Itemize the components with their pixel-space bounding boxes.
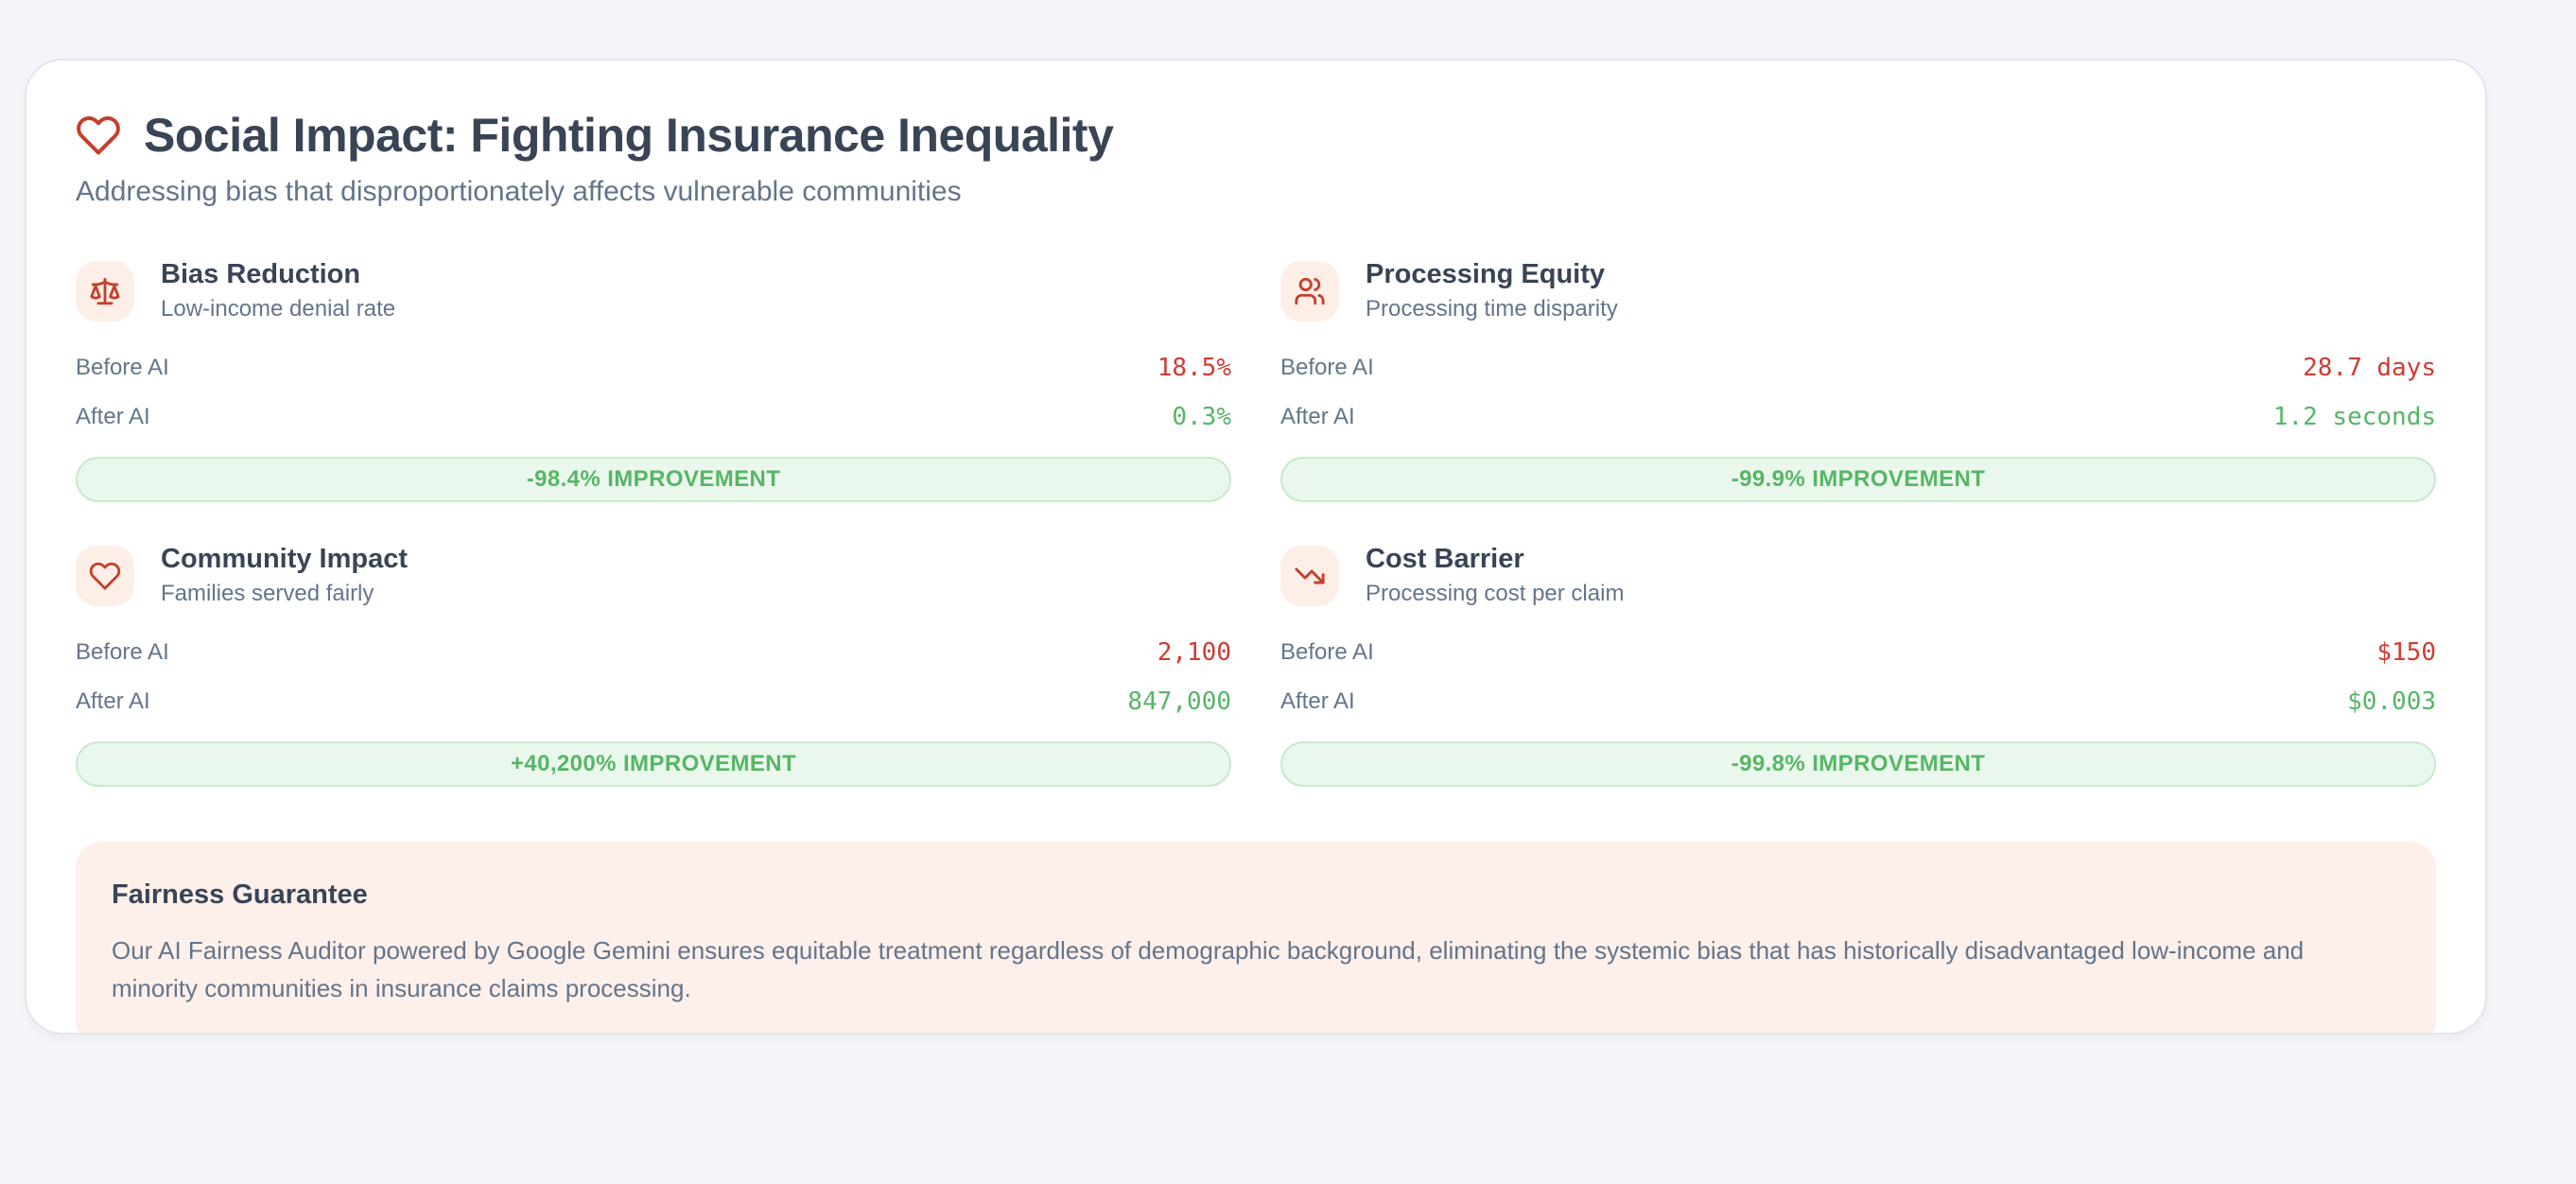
before-ai-row: Before AI 2,100	[76, 628, 1231, 677]
after-ai-label: After AI	[76, 404, 150, 429]
improvement-badge: -99.9% IMPROVEMENT	[1280, 457, 2436, 502]
after-ai-value: 1.2 seconds	[2272, 403, 2436, 431]
trending-down-icon	[1280, 545, 1339, 606]
before-ai-row: Before AI 28.7 days	[1280, 343, 2436, 392]
users-icon	[1280, 260, 1339, 322]
metric-header: Bias Reduction Low-income denial rate	[76, 259, 1231, 322]
metric-subtitle: Processing cost per claim	[1366, 581, 1625, 606]
metric-card-bias-reduction: Bias Reduction Low-income denial rate Be…	[76, 259, 1231, 502]
before-ai-label: Before AI	[76, 355, 169, 380]
metric-rows: Before AI 28.7 days After AI 1.2 seconds	[1280, 343, 2436, 442]
after-ai-label: After AI	[1280, 688, 1355, 714]
social-impact-card: Social Impact: Fighting Insurance Inequa…	[25, 59, 2487, 1035]
before-ai-value: $150	[2376, 638, 2436, 667]
metric-subtitle: Families served fairly	[161, 581, 374, 606]
metric-card-cost-barrier: Cost Barrier Processing cost per claim B…	[1280, 544, 2436, 787]
fairness-guarantee-title: Fairness Guarantee	[112, 879, 368, 910]
scales-icon	[76, 260, 134, 322]
improvement-badge: -98.4% IMPROVEMENT	[76, 457, 1231, 502]
metric-rows: Before AI 2,100 After AI 847,000	[76, 628, 1231, 726]
before-ai-value: 28.7 days	[2303, 354, 2436, 382]
metric-subtitle: Low-income denial rate	[161, 296, 396, 322]
metric-title: Community Impact	[161, 544, 409, 574]
metric-title: Cost Barrier	[1366, 544, 1524, 574]
improvement-badge-label: -98.4% IMPROVEMENT	[526, 466, 781, 492]
improvement-badge-label: +40,200% IMPROVEMENT	[510, 751, 797, 776]
after-ai-label: After AI	[1280, 404, 1355, 429]
after-ai-row: After AI 0.3%	[76, 392, 1231, 442]
metric-rows: Before AI $150 After AI $0.003	[1280, 628, 2436, 726]
before-ai-label: Before AI	[1280, 355, 1374, 380]
after-ai-value: 0.3%	[1172, 403, 1231, 431]
metric-subtitle: Processing time disparity	[1366, 296, 1618, 322]
metric-title: Bias Reduction	[161, 259, 361, 289]
page-subtitle: Addressing bias that disproportionately …	[76, 176, 962, 207]
metric-title: Processing Equity	[1366, 259, 1606, 289]
improvement-badge: -99.8% IMPROVEMENT	[1280, 741, 2436, 787]
before-ai-label: Before AI	[1280, 639, 1374, 665]
improvement-badge-label: -99.8% IMPROVEMENT	[1731, 751, 1986, 776]
before-ai-row: Before AI 18.5%	[76, 343, 1231, 392]
improvement-badge-label: -99.9% IMPROVEMENT	[1731, 466, 1986, 492]
heart-icon	[76, 545, 134, 606]
metric-rows: Before AI 18.5% After AI 0.3%	[76, 343, 1231, 442]
heart-icon	[76, 113, 121, 158]
after-ai-row: After AI 847,000	[76, 677, 1231, 726]
after-ai-value: 847,000	[1127, 688, 1231, 716]
metric-header: Cost Barrier Processing cost per claim	[1280, 544, 2436, 607]
card-header: Social Impact: Fighting Insurance Inequa…	[76, 108, 2436, 163]
before-ai-row: Before AI $150	[1280, 628, 2436, 677]
fairness-guarantee-box: Fairness Guarantee Our AI Fairness Audit…	[76, 842, 2436, 1033]
after-ai-row: After AI 1.2 seconds	[1280, 392, 2436, 442]
metric-header: Processing Equity Processing time dispar…	[1280, 259, 2436, 322]
after-ai-label: After AI	[76, 688, 150, 714]
before-ai-label: Before AI	[76, 639, 169, 665]
metric-card-community-impact: Community Impact Families served fairly …	[76, 544, 1231, 787]
before-ai-value: 18.5%	[1157, 354, 1231, 382]
metrics-grid: Bias Reduction Low-income denial rate Be…	[76, 259, 2436, 787]
after-ai-value: $0.003	[2347, 688, 2436, 716]
before-ai-value: 2,100	[1157, 638, 1231, 667]
page-title: Social Impact: Fighting Insurance Inequa…	[144, 109, 1114, 162]
improvement-badge: +40,200% IMPROVEMENT	[76, 741, 1231, 787]
after-ai-row: After AI $0.003	[1280, 677, 2436, 726]
fairness-guarantee-body: Our AI Fairness Auditor powered by Googl…	[112, 936, 2305, 1003]
metric-header: Community Impact Families served fairly	[76, 544, 1231, 607]
metric-card-processing-equity: Processing Equity Processing time dispar…	[1280, 259, 2436, 502]
